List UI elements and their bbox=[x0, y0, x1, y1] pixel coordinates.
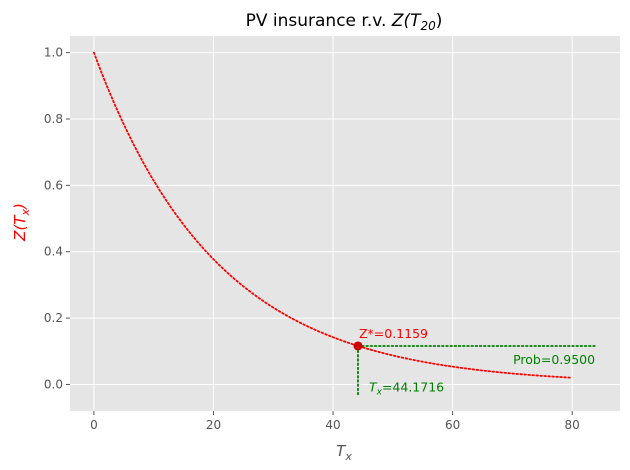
grid bbox=[70, 36, 620, 411]
x-tick-label: 40 bbox=[325, 418, 340, 432]
x-tick-label: 60 bbox=[445, 418, 460, 432]
y-tick-label: 0.6 bbox=[44, 178, 63, 192]
x-tick-label: 80 bbox=[565, 418, 580, 432]
curve-layer bbox=[93, 51, 574, 379]
plot-background bbox=[70, 36, 620, 411]
y-tick-label: 0.2 bbox=[44, 311, 63, 325]
chart-title: PV insurance r.v. Z(T20) bbox=[246, 11, 443, 33]
x-axis-label: Tx bbox=[336, 442, 352, 463]
z-star-point bbox=[353, 341, 363, 351]
y-tick-label: 0.0 bbox=[44, 377, 63, 391]
curve-series bbox=[93, 51, 574, 379]
y-axis-label: Z(Tx) bbox=[11, 203, 32, 242]
x-tick-label: 20 bbox=[206, 418, 221, 432]
y-tick-label: 0.8 bbox=[44, 112, 63, 126]
z-star-annotation: Z*=0.1159 bbox=[359, 326, 428, 341]
tx-annotation: Tx=44.1716 bbox=[369, 379, 444, 397]
x-tick-label: 0 bbox=[90, 418, 98, 432]
ticks: 0 20 40 60 80 0.0 0.2 0.4 0.6 0.8 1.0 bbox=[44, 46, 580, 432]
reference-lines bbox=[357, 345, 597, 396]
y-tick-label: 0.4 bbox=[44, 245, 63, 259]
prob-annotation: Prob=0.9500 bbox=[513, 352, 595, 367]
y-tick-label: 1.0 bbox=[44, 46, 63, 60]
